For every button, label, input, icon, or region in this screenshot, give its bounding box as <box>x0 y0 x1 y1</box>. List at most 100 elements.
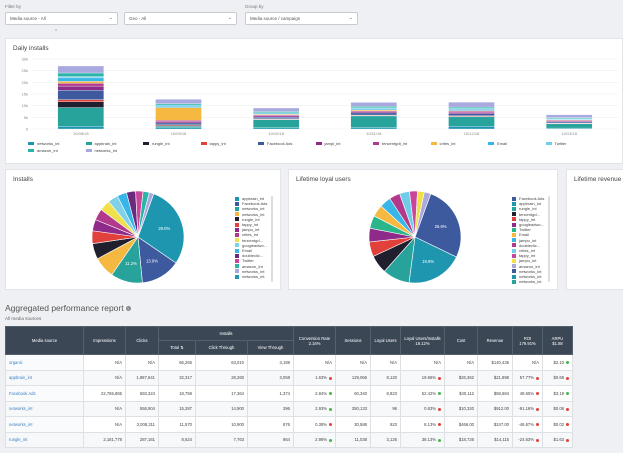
col-conversion-rate[interactable]: Conversion Rate 2.16% <box>293 326 336 355</box>
cell-source[interactable]: Facebook Ads <box>5 385 84 402</box>
legend-item[interactable]: networks_int <box>235 274 267 279</box>
legend-item[interactable]: jampi_int <box>315 141 341 146</box>
legend-item[interactable]: rungle_int <box>512 206 544 211</box>
legend-item[interactable]: appbrain_int <box>512 201 544 206</box>
col-roi[interactable]: ROI 179.91% <box>512 326 543 355</box>
cell-source[interactable]: networks_int <box>5 400 84 417</box>
legend-scrollbar[interactable] <box>548 196 551 282</box>
cell-total: 15,287 <box>158 400 196 417</box>
bar-segment <box>155 126 202 128</box>
legend-item[interactable]: networks_int <box>235 269 267 274</box>
legend-item[interactable]: doubleclic... <box>235 253 267 258</box>
bar-segment <box>155 122 202 125</box>
legend-item[interactable]: tappy_int <box>512 253 544 258</box>
legend-item[interactable]: amazon_int <box>512 264 544 269</box>
legend-item[interactable]: Email <box>512 232 544 237</box>
roi-total: 179.91% <box>519 340 536 346</box>
legend-item[interactable]: Facebook Ads <box>258 141 292 146</box>
filters-bar: Filter by Media source - All ⌄ . Geo - A… <box>0 0 623 36</box>
legend-item[interactable]: jampu_int <box>235 227 267 232</box>
legend-item[interactable]: Twitter <box>235 258 267 263</box>
legend-item[interactable]: networks_int <box>512 279 544 284</box>
legend-item[interactable]: networks_int <box>235 206 267 211</box>
legend-label: rungle_int <box>152 141 170 146</box>
arpu-total: $1.88 <box>552 340 563 346</box>
legend-item[interactable]: tencentgd... <box>512 212 544 217</box>
legend-item[interactable]: doubleclic... <box>512 243 544 248</box>
report-subtitle: All media sources <box>5 316 42 321</box>
col-view-through[interactable]: View Through <box>247 340 294 355</box>
legend-item[interactable]: networks_int <box>512 274 544 279</box>
legend-item[interactable]: jampu_int <box>512 238 544 243</box>
col-clicks[interactable]: Clicks <box>125 326 159 355</box>
legend-item[interactable]: Twitter <box>545 141 566 146</box>
legend-item[interactable]: amazon_int <box>235 264 267 269</box>
legend-item[interactable]: Facebook Ads <box>512 196 544 201</box>
legend-scrollbar[interactable] <box>271 196 274 282</box>
bar-segment <box>155 121 202 124</box>
legend-swatch <box>258 142 264 145</box>
col-loyal-ratio[interactable]: Loyal Users/Installs 18.12% <box>400 326 445 355</box>
legend-swatch <box>512 201 516 206</box>
legend-item[interactable]: tencentgdt_int <box>373 141 407 146</box>
col-click-through[interactable]: Click Through <box>195 340 248 355</box>
legend-item[interactable]: Facebook Ads <box>235 201 267 206</box>
legend-item[interactable]: networks_int <box>85 148 117 153</box>
media-source-select[interactable]: Media source - All ⌄ <box>5 12 118 25</box>
col-sessions[interactable]: Sessions <box>335 326 371 355</box>
trend-up-dot <box>566 392 569 396</box>
legend-item[interactable]: rungle_int <box>143 141 170 146</box>
legend-item[interactable]: googleadwo... <box>512 222 544 227</box>
legend-item[interactable]: rungle_int <box>235 217 267 222</box>
col-media-source[interactable]: Media source <box>5 326 84 355</box>
legend-item[interactable]: Twitter <box>512 227 544 232</box>
group-by-select[interactable]: Media source / campaign ⌄ <box>245 12 358 25</box>
bar-segment <box>57 65 104 74</box>
pie-slice-label: 19.9% <box>422 259 434 264</box>
cell-source[interactable]: organic <box>5 354 84 371</box>
col-total[interactable]: Total ⇅ <box>158 340 196 355</box>
collapse-chevron-icon[interactable]: ⌃ <box>54 29 59 35</box>
legend-item[interactable]: crites_int <box>235 232 267 237</box>
cell-sessions: 30,588 <box>335 416 371 433</box>
trend-up-dot <box>329 438 332 442</box>
geo-select[interactable]: Geo - All ⌄ <box>124 12 237 25</box>
legend-label: jampi_int <box>324 141 341 146</box>
legend-item[interactable]: networks_int <box>28 141 59 146</box>
legend-item[interactable]: amazon_int <box>28 148 58 153</box>
legend-item[interactable]: tappy_int <box>235 222 267 227</box>
legend-swatch <box>235 217 239 222</box>
col-loyal-users[interactable]: Loyal Users <box>370 326 401 355</box>
info-icon[interactable]: i <box>125 306 131 312</box>
legend-item[interactable]: tappy_int <box>200 141 226 146</box>
bar-segment <box>546 114 593 118</box>
bar-segment <box>253 116 300 119</box>
legend-item[interactable]: appbrain_int <box>235 196 267 201</box>
legend-label: Twitter <box>242 258 254 264</box>
cell-source[interactable]: networks_int <box>5 416 84 433</box>
legend-item[interactable]: networks_int <box>235 212 267 217</box>
legend-item[interactable]: appbrain_int <box>85 141 117 146</box>
col-revenue[interactable]: Revenue <box>477 326 513 355</box>
legend-item[interactable]: tencentgd... <box>235 238 267 243</box>
legend-swatch <box>143 142 149 145</box>
legend-item[interactable]: Email <box>488 141 507 146</box>
legend-item[interactable]: Email <box>235 248 267 253</box>
pie-slice-label: 13.9% <box>146 258 158 263</box>
cell-impressions: N/A <box>83 400 126 417</box>
legend-item[interactable]: googleadwo... <box>235 243 267 248</box>
legend-item[interactable]: crites_int <box>430 141 456 146</box>
col-impressions[interactable]: Impressions <box>83 326 126 355</box>
legend-item[interactable]: jampu_int <box>512 258 544 263</box>
col-arpu[interactable]: ARPU $1.88 <box>542 326 573 355</box>
col-cost[interactable]: Cost <box>444 326 478 355</box>
legend-item[interactable]: networks_int <box>512 269 544 274</box>
legend-item[interactable]: crites_int <box>512 248 544 253</box>
cell-source[interactable]: appbrain_int <box>5 369 84 386</box>
cell-source[interactable]: rungle_int <box>5 431 84 448</box>
legend-swatch <box>235 227 239 232</box>
legend-item[interactable]: tappy_int <box>512 217 544 222</box>
legend-swatch <box>512 274 516 279</box>
cell-ratio: 38.13% <box>400 431 445 448</box>
table-row: appbrain_int N/A 1,987,641 32,317 28,260 3,05… <box>5 369 573 386</box>
